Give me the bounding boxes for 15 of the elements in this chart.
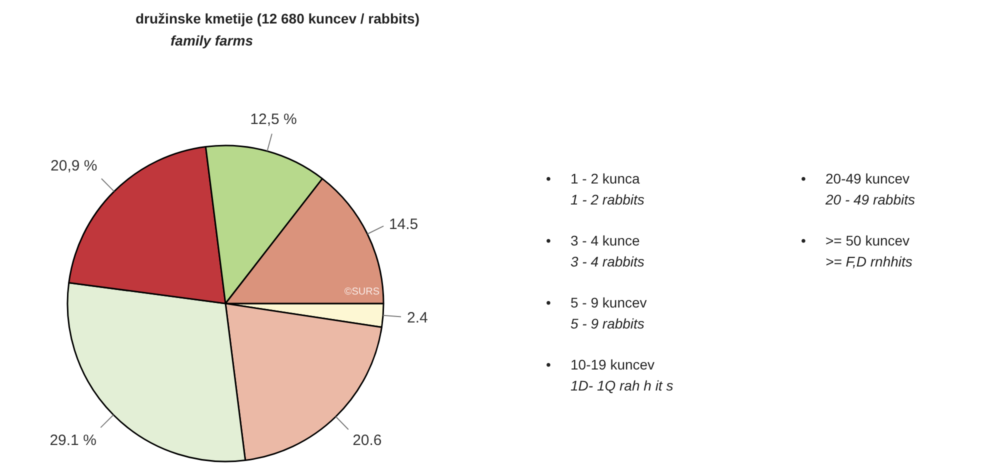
data-label: 12,5 % bbox=[250, 110, 297, 128]
text: • 5 - 9 kuncev 5 - 9 rabbits bbox=[546, 294, 647, 332]
data-label: 14.5 bbox=[388, 216, 418, 233]
data-label: 29.1 % bbox=[50, 432, 96, 449]
data-label: 20.6 bbox=[352, 432, 382, 449]
chart-title: družinske kmetije (12 680 kuncev / rabbits) bbox=[136, 10, 420, 26]
text: • >= 50 kuncev >= F,D rnhhits bbox=[801, 232, 912, 270]
text: • 1 - 2 kunca 1 - 2 rabbits bbox=[546, 170, 644, 208]
text: • 3 - 4 kunce 3 - 4 rabbits bbox=[546, 232, 644, 270]
text: • 10-19 kuncev 1D- 1Q rah h it s bbox=[546, 356, 674, 394]
text: ©SURS bbox=[344, 286, 380, 298]
data-label: 20,9 % bbox=[50, 157, 98, 174]
text: • 20-49 kuncev 20 - 49 rabbits bbox=[801, 170, 915, 208]
chart-subtitle: family farms bbox=[170, 32, 254, 48]
data-label: 2.4 bbox=[406, 310, 428, 327]
